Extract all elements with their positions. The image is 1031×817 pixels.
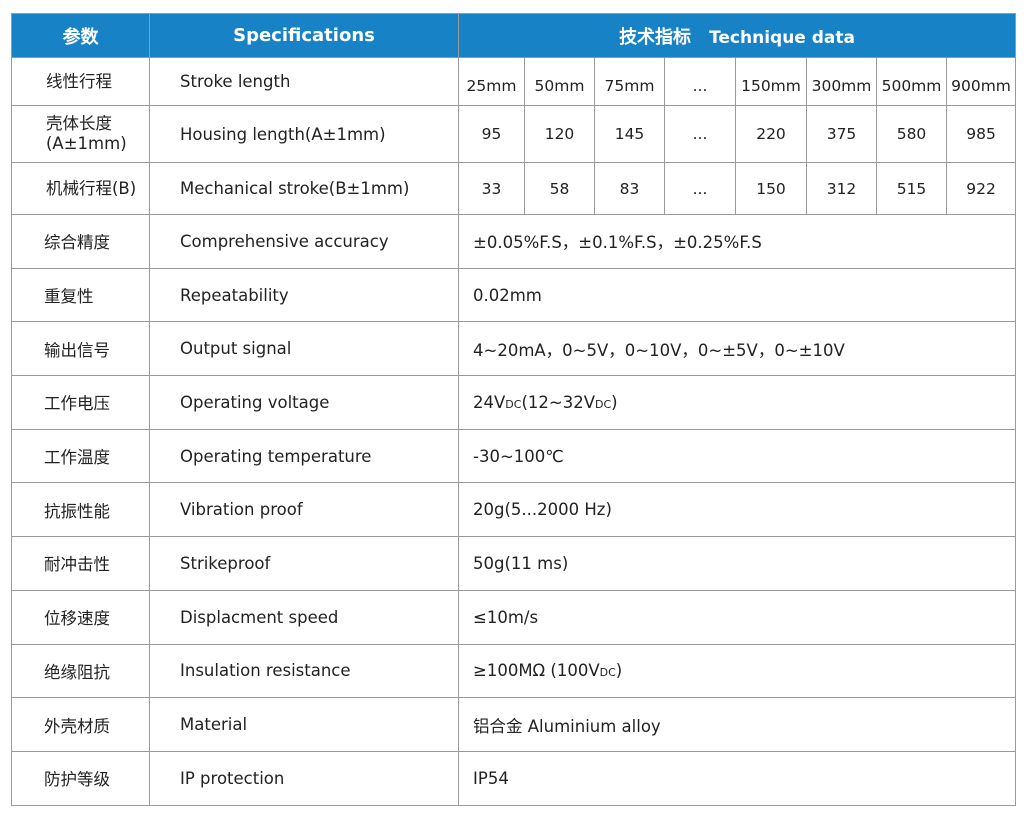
stroke-value-cell: 150 — [735, 162, 807, 215]
stroke-value-cell: 33 — [458, 162, 525, 215]
param-cn: 耐冲击性 — [11, 536, 150, 591]
header-technique-data: 技术指标 Technique data — [457, 13, 1017, 58]
param-cn: 壳体长度 (A±1mm) — [11, 105, 150, 163]
param-cn: 工作电压 — [11, 375, 150, 430]
param-value: ≤10m/s — [457, 589, 1017, 645]
param-value: 铝合金 Aluminium alloy — [457, 697, 1017, 752]
param-en: Housing length(A±1mm) — [149, 105, 459, 163]
param-cn: 抗振性能 — [11, 482, 150, 538]
param-cn: 防护等级 — [11, 750, 150, 806]
param-value: 24VDC(12~32VDC) — [457, 375, 1017, 430]
stroke-value-cell: ... — [664, 57, 736, 106]
stroke-value-cell: 922 — [945, 162, 1017, 215]
param-en: Operating voltage — [149, 375, 459, 430]
stroke-value-cell: 50mm — [524, 57, 595, 106]
stroke-value-cell: 120 — [524, 105, 595, 163]
spec-table: 参数 Specifications 技术指标 Technique data 线性行… — [11, 13, 1017, 806]
table-row: 线性行程 Stroke length 25mm 50mm 75mm... 150mm 300… — [11, 57, 1017, 106]
stroke-value-cell: 75mm — [594, 57, 665, 106]
param-value: ≥100MΩ (100VDC) — [457, 643, 1017, 699]
param-cn: 位移速度 — [11, 589, 150, 645]
param-value: IP54 — [457, 750, 1017, 806]
param-cn: 绝缘阻抗 — [11, 643, 150, 699]
stroke-value-cell: 58 — [524, 162, 595, 215]
table-row: 重复性 Repeatability 0.02mm — [11, 267, 1017, 323]
table-row: 壳体长度 (A±1mm) Housing length(A±1mm) 95 120 145… — [11, 105, 1017, 163]
table-row: 外壳材质 Material 铝合金 Aluminium alloy — [11, 697, 1017, 752]
stroke-value-cell: 150mm — [735, 57, 807, 106]
param-value: ±0.05%F.S，±0.1%F.S，±0.25%F.S — [457, 214, 1017, 269]
stroke-value-cell: 580 — [876, 105, 947, 163]
header-cn: 技术指标 — [619, 26, 692, 48]
param-en: IP protection — [149, 750, 459, 806]
table-row: 机械行程(B) Mechanical stroke(B±1mm) 33 58 83...… — [11, 162, 1017, 215]
param-en: Mechanical stroke(B±1mm) — [149, 162, 459, 215]
param-en: Output signal — [149, 321, 459, 377]
stroke-value-cell: 515 — [876, 162, 947, 215]
param-cn: 输出信号 — [11, 321, 150, 377]
stroke-value-cell: 25mm — [458, 57, 525, 106]
param-en: Material — [149, 697, 459, 752]
stroke-value-cell: ... — [664, 105, 736, 163]
stroke-value-cell: 900mm — [945, 57, 1017, 106]
header-row: 参数 Specifications 技术指标 Technique data — [11, 13, 1017, 58]
param-en: Repeatability — [149, 267, 459, 323]
stroke-value-cell: 312 — [806, 162, 877, 215]
stroke-value-cell: 83 — [594, 162, 665, 215]
param-en: Vibration proof — [149, 482, 459, 538]
param-value: 20g(5...2000 Hz) — [457, 482, 1017, 538]
param-cn: 重复性 — [11, 267, 150, 323]
stroke-value-cell: 500mm — [876, 57, 947, 106]
param-value: -30~100℃ — [457, 428, 1017, 484]
table-row: 工作电压 Operating voltage 24VDC(12~32VDC) — [11, 375, 1017, 430]
param-value: 50g(11 ms) — [457, 536, 1017, 591]
stroke-value-cell: 145 — [594, 105, 665, 163]
param-cn: 综合精度 — [11, 214, 150, 269]
param-en: Stroke length — [149, 57, 459, 106]
param-cn: 外壳材质 — [11, 697, 150, 752]
stroke-value-cell: 95 — [458, 105, 525, 163]
table-row: 输出信号 Output signal 4~20mA，0~5V，0~10V，0~±… — [11, 321, 1017, 377]
stroke-value-cell: ... — [664, 162, 736, 215]
stroke-value-cell: 375 — [806, 105, 877, 163]
table-row: 耐冲击性 Strikeproof 50g(11 ms) — [11, 536, 1017, 591]
header-en: Technique data — [709, 27, 855, 48]
stroke-value-cell: 300mm — [806, 57, 877, 106]
table-row: 防护等级 IP protection IP54 — [11, 750, 1017, 806]
table-row: 绝缘阻抗 Insulation resistance ≥100MΩ (100VD… — [11, 643, 1017, 699]
param-en: Displacment speed — [149, 589, 459, 645]
table-row: 位移速度 Displacment speed ≤10m/s — [11, 589, 1017, 645]
header-specifications: Specifications — [149, 13, 459, 58]
table-row: 工作温度 Operating temperature -30~100℃ — [11, 428, 1017, 484]
param-value: 0.02mm — [457, 267, 1017, 323]
stroke-value-cell: 220 — [735, 105, 807, 163]
stroke-value-cell: 985 — [945, 105, 1017, 163]
header-param: 参数 — [11, 13, 150, 58]
param-en: Strikeproof — [149, 536, 459, 591]
param-cn: 线性行程 — [11, 57, 150, 106]
param-en: Insulation resistance — [149, 643, 459, 699]
param-cn: 机械行程(B) — [11, 162, 150, 215]
param-en: Operating temperature — [149, 428, 459, 484]
param-cn: 工作温度 — [11, 428, 150, 484]
param-en: Comprehensive accuracy — [149, 214, 459, 269]
table-row: 抗振性能 Vibration proof 20g(5...2000 Hz) — [11, 482, 1017, 538]
table-row: 综合精度 Comprehensive accuracy ±0.05%F.S，±0… — [11, 214, 1017, 269]
param-value: 4~20mA，0~5V，0~10V，0~±5V，0~±10V — [457, 321, 1017, 377]
